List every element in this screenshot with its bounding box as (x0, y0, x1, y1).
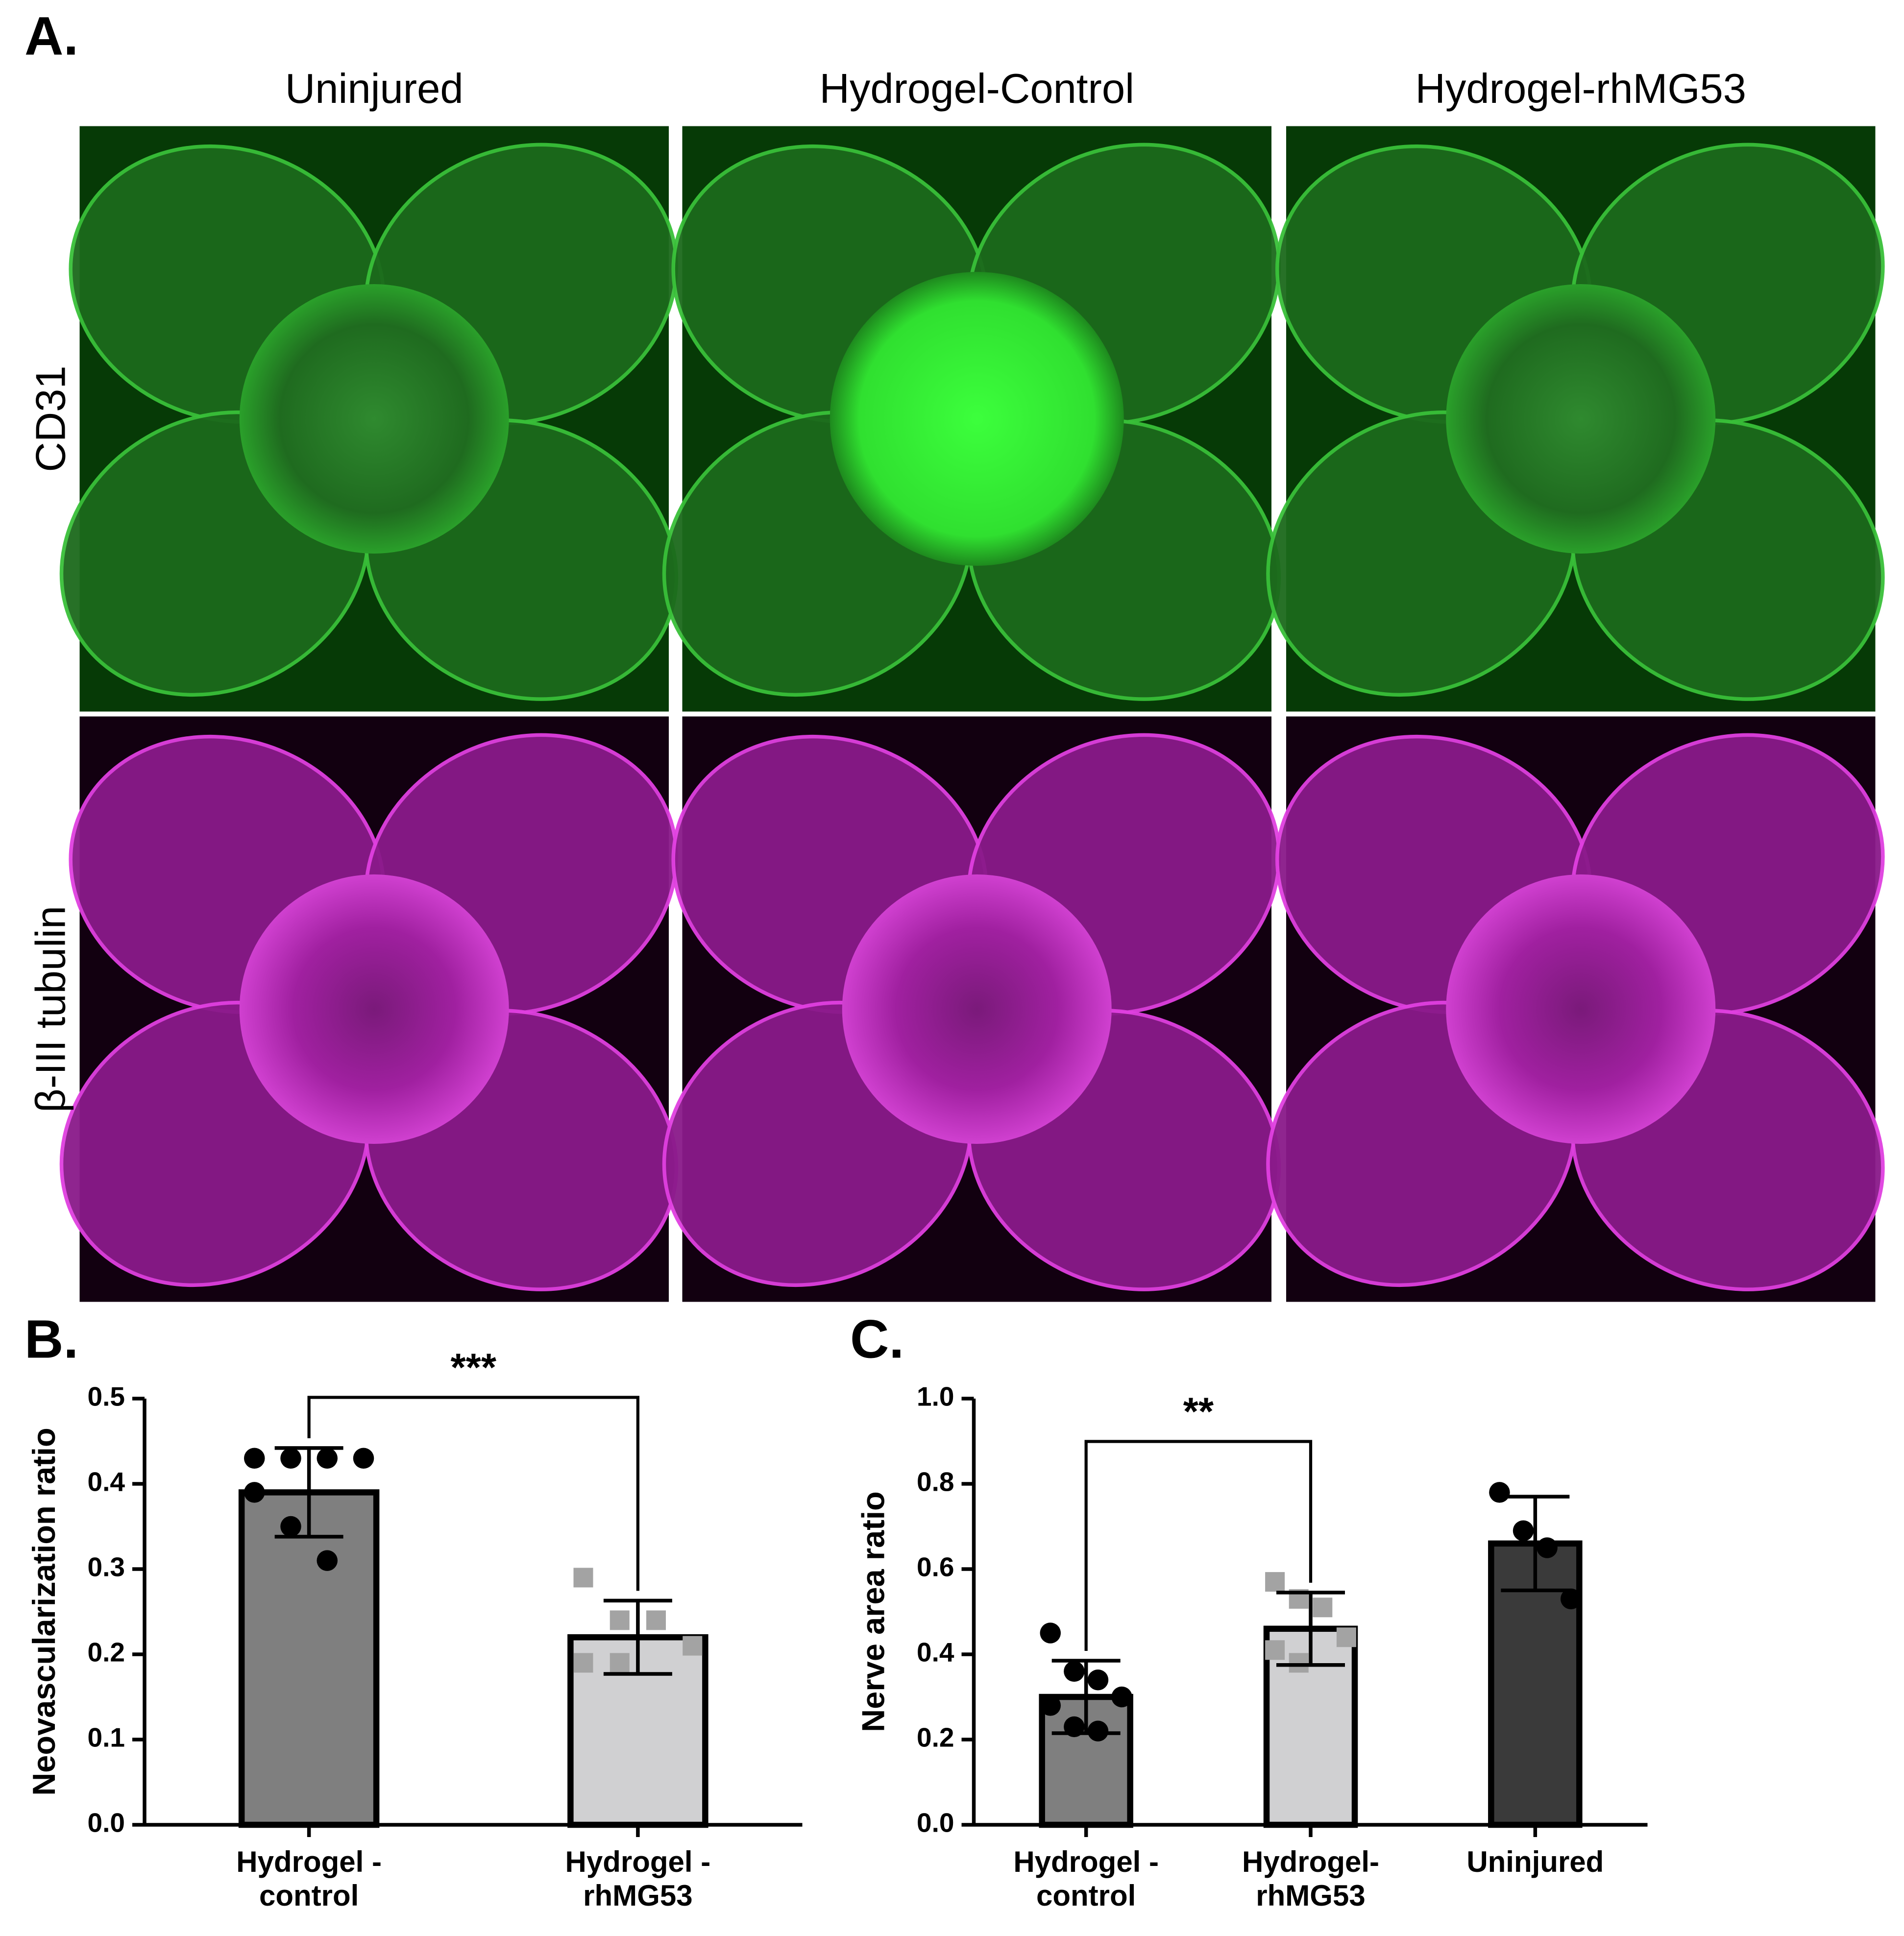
y-tick-label: 0.3 (88, 1552, 125, 1582)
y-axis-title: Nerve area ratio (855, 1491, 891, 1732)
row-title: β-III tubulin (27, 906, 74, 1113)
y-tick-label: 0.5 (88, 1381, 125, 1412)
y-tick-label: 0.4 (88, 1467, 125, 1497)
data-point (1040, 1622, 1061, 1644)
data-point (1313, 1597, 1333, 1618)
x-tick-label: Hydrogel -control (1013, 1845, 1159, 1912)
y-tick-label: 1.0 (917, 1381, 954, 1412)
data-point (244, 1482, 265, 1503)
data-point (646, 1610, 666, 1630)
data-point (1336, 1627, 1356, 1647)
y-tick-label: 0.6 (917, 1552, 954, 1582)
data-point (1111, 1686, 1132, 1708)
y-tick-label: 0.8 (917, 1467, 954, 1497)
data-point (280, 1516, 301, 1537)
x-tick-label: Hydrogel-rhMG53 (1242, 1845, 1379, 1912)
panel-label: A. (24, 6, 78, 67)
micrograph (59, 716, 679, 1302)
x-tick-label: Uninjured (1466, 1845, 1604, 1878)
center (1446, 874, 1716, 1144)
y-axis-title: Neovascularization ratio (26, 1428, 62, 1795)
row-title: CD31 (27, 365, 74, 472)
column-title: Hydrogel-rhMG53 (1415, 66, 1746, 112)
center (1446, 284, 1716, 554)
data-point (244, 1448, 265, 1469)
column-title: Uninjured (285, 66, 464, 112)
y-tick-label: 0.2 (88, 1637, 125, 1668)
center (239, 874, 509, 1144)
y-tick-label: 0.0 (917, 1808, 954, 1838)
data-point (280, 1448, 301, 1469)
center (830, 272, 1124, 566)
data-point (1289, 1653, 1309, 1673)
micrograph-grid (59, 126, 1885, 1302)
data-point (317, 1550, 338, 1571)
data-point (1087, 1669, 1109, 1691)
data-point (1489, 1482, 1510, 1503)
y-tick-label: 0.0 (88, 1808, 125, 1838)
y-tick-label: 0.4 (917, 1637, 954, 1668)
center (239, 284, 509, 554)
micrograph (59, 126, 679, 712)
data-point (573, 1568, 593, 1588)
micrograph (1266, 716, 1885, 1302)
micrograph (662, 716, 1281, 1302)
data-point (1087, 1720, 1109, 1742)
data-point (353, 1448, 374, 1469)
bar (238, 1489, 380, 1828)
data-point (1560, 1588, 1582, 1610)
panel-label: B. (24, 1309, 78, 1370)
significance-label: *** (451, 1346, 497, 1389)
data-point (1513, 1520, 1534, 1541)
micrograph (1266, 126, 1885, 712)
data-point (610, 1610, 630, 1630)
panel-label: C. (850, 1309, 904, 1370)
significance-bracket (307, 1396, 639, 1591)
center (842, 874, 1112, 1144)
data-point (610, 1653, 630, 1673)
x-tick-label: Hydrogel -rhMG53 (565, 1845, 711, 1912)
column-title: Hydrogel-Control (820, 66, 1134, 112)
data-point (317, 1448, 338, 1469)
y-tick-label: 0.1 (88, 1722, 125, 1753)
x-tick-label: Hydrogel -control (236, 1845, 382, 1912)
data-point (573, 1653, 593, 1673)
data-point (1265, 1640, 1285, 1660)
data-point (1040, 1695, 1061, 1716)
significance-label: ** (1183, 1390, 1214, 1433)
data-point (683, 1636, 703, 1656)
significance-bracket (1084, 1440, 1313, 1651)
data-point (1064, 1661, 1085, 1682)
data-point (1265, 1572, 1285, 1592)
data-point (1537, 1537, 1558, 1558)
micrograph (662, 126, 1281, 712)
y-tick-label: 0.2 (917, 1722, 954, 1753)
